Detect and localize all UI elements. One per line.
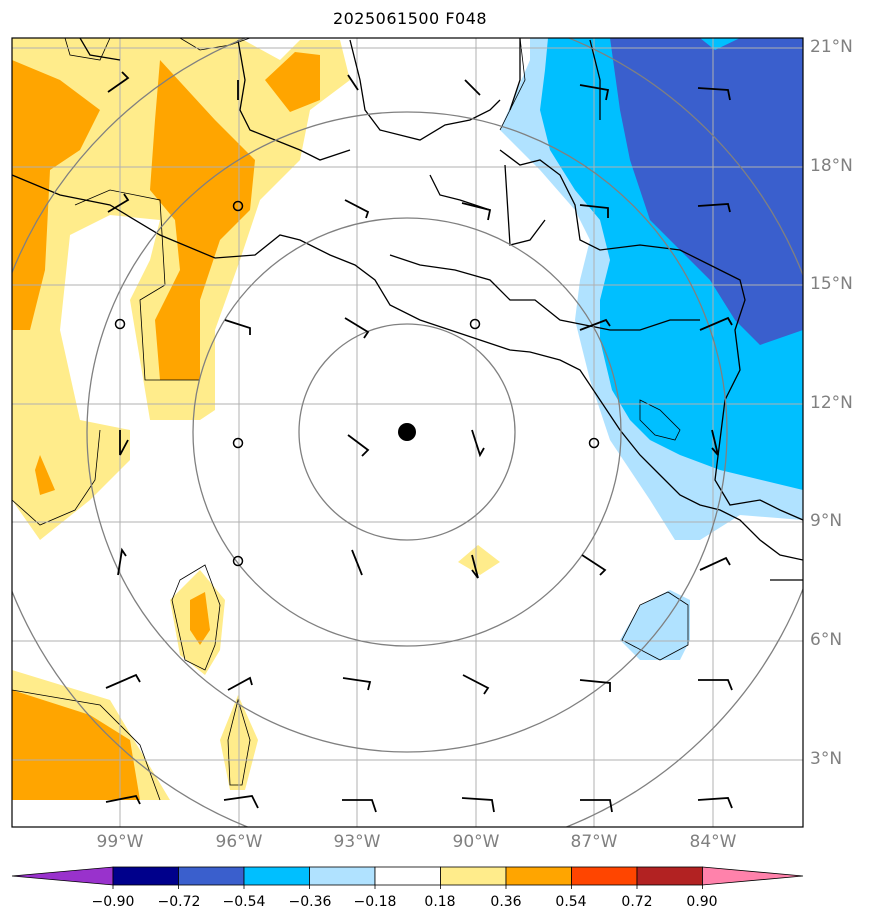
colorbar-tick-label: 0.54 bbox=[555, 894, 587, 910]
colorbar-tick-label: 0.18 bbox=[424, 894, 456, 910]
lon-label-99w: 99°W bbox=[96, 832, 144, 852]
colorbar-tick-label: 0.90 bbox=[686, 894, 718, 910]
calm-markers bbox=[114, 200, 600, 567]
lat-label-21n: 21°N bbox=[810, 37, 853, 57]
colorbar-tick-label: −0.18 bbox=[353, 894, 397, 910]
lat-label-9n: 9°N bbox=[810, 511, 843, 531]
lon-label-90w: 90°W bbox=[452, 832, 500, 852]
lat-label-15n: 15°N bbox=[810, 274, 853, 294]
lat-label-3n: 3°N bbox=[810, 749, 843, 769]
colorbar-tick-label: −0.72 bbox=[157, 894, 201, 910]
colorbar-segment bbox=[440, 866, 507, 886]
range-rings bbox=[12, 38, 803, 827]
coastlines bbox=[12, 38, 803, 581]
lon-label-96w: 96°W bbox=[215, 832, 263, 852]
blue-contours bbox=[610, 38, 803, 345]
colorbar-tick-label: 0.36 bbox=[490, 894, 522, 910]
lat-label-6n: 6°N bbox=[810, 630, 843, 650]
colorbar-tick-label: −0.54 bbox=[222, 894, 266, 910]
colorbar-segment bbox=[505, 866, 572, 886]
colorbar-extend-min bbox=[11, 866, 114, 886]
colorbar-extend-max bbox=[702, 866, 804, 886]
lat-label-18n: 18°N bbox=[810, 156, 853, 176]
wind-barbs bbox=[105, 71, 733, 813]
lat-label-12n: 12°N bbox=[810, 393, 853, 413]
map-title: 2025061500 F048 bbox=[332, 9, 488, 28]
colorbar-tick-label: 0.72 bbox=[621, 894, 653, 910]
field-layer bbox=[12, 38, 803, 827]
colorbar-segment bbox=[178, 866, 245, 886]
colorbar-tick-label: −0.36 bbox=[288, 894, 332, 910]
colorbar-segment bbox=[243, 866, 310, 886]
storm-center-marker bbox=[398, 423, 416, 441]
map-frame bbox=[11, 37, 804, 828]
lon-label-87w: 87°W bbox=[570, 832, 618, 852]
colorbar bbox=[11, 866, 804, 889]
lon-label-93w: 93°W bbox=[333, 832, 381, 852]
lon-label-84w: 84°W bbox=[689, 832, 737, 852]
colorbar-segment bbox=[112, 866, 179, 886]
orange-contours bbox=[12, 52, 320, 800]
graticule bbox=[12, 38, 803, 827]
colorbar-segment bbox=[309, 866, 376, 886]
colorbar-segment bbox=[374, 866, 441, 886]
colorbar-segment bbox=[636, 866, 703, 886]
colorbar-tick-label: −0.90 bbox=[91, 894, 135, 910]
colorbar-segment bbox=[571, 866, 638, 886]
